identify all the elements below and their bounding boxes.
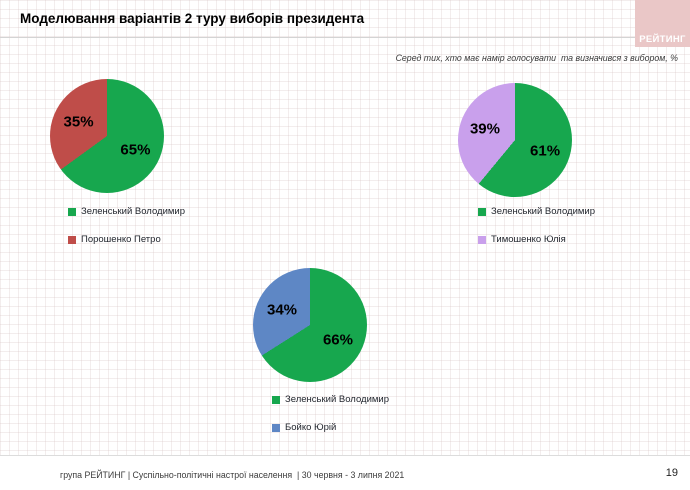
legend-item: Зеленський Володимир: [478, 206, 595, 217]
header-divider: [0, 37, 690, 38]
slice-value-label: 35%: [63, 113, 94, 130]
legend-label: Зеленський Володимир: [285, 394, 389, 405]
legend-swatch: [68, 235, 76, 244]
legend-zelenskyi-tymoshenko: Зеленський Володимир Тимошенко Юлія: [478, 206, 595, 245]
slice-value-label: 65%: [120, 141, 151, 159]
pie-zelenskyi-tymoshenko: 61% 39%: [458, 83, 572, 197]
grid-background: [0, 0, 690, 455]
legend-swatch: [68, 207, 76, 216]
legend-item: Зеленський Володимир: [272, 394, 389, 405]
rating-logo-text: РЕЙТИНГ: [639, 34, 686, 45]
pie-zelenskyi-poroshenko: 65% 35%: [50, 79, 164, 193]
rating-logo: РЕЙТИНГ: [635, 0, 690, 47]
pie-zelenskyi-boyko: 66% 34%: [253, 268, 367, 382]
legend-swatch: [478, 235, 486, 244]
legend-zelenskyi-poroshenko: Зеленський Володимир Порошенко Петро: [68, 206, 185, 245]
legend-label: Бойко Юрій: [285, 422, 337, 433]
legend-label: Тимошенко Юлія: [491, 234, 566, 245]
legend-item: Зеленський Володимир: [68, 206, 185, 217]
legend-swatch: [272, 423, 280, 432]
legend-label: Зеленський Володимир: [491, 206, 595, 217]
slice-value-label: 34%: [267, 301, 298, 319]
legend-label: Порошенко Петро: [81, 234, 161, 245]
footer-source-text: група РЕЙТИНГ | Суспільно-політичні наст…: [60, 470, 405, 480]
slice-value-label: 39%: [469, 120, 500, 138]
legend-item: Бойко Юрій: [272, 422, 389, 433]
slice-value-label: 66%: [322, 331, 353, 349]
legend-swatch: [272, 395, 280, 404]
legend-swatch: [478, 207, 486, 216]
legend-item: Тимошенко Юлія: [478, 234, 595, 245]
legend-item: Порошенко Петро: [68, 234, 185, 245]
slice-value-label: 61%: [530, 142, 561, 160]
chart-subtitle: Серед тих, хто має намір голосувати та в…: [395, 53, 678, 63]
legend-zelenskyi-boyko: Зеленський Володимир Бойко Юрій: [272, 394, 389, 433]
footer-divider: [0, 455, 690, 456]
legend-label: Зеленський Володимир: [81, 206, 185, 217]
page-number: 19: [665, 467, 678, 479]
page-title: Моделювання варіантів 2 туру виборів пре…: [20, 11, 365, 26]
